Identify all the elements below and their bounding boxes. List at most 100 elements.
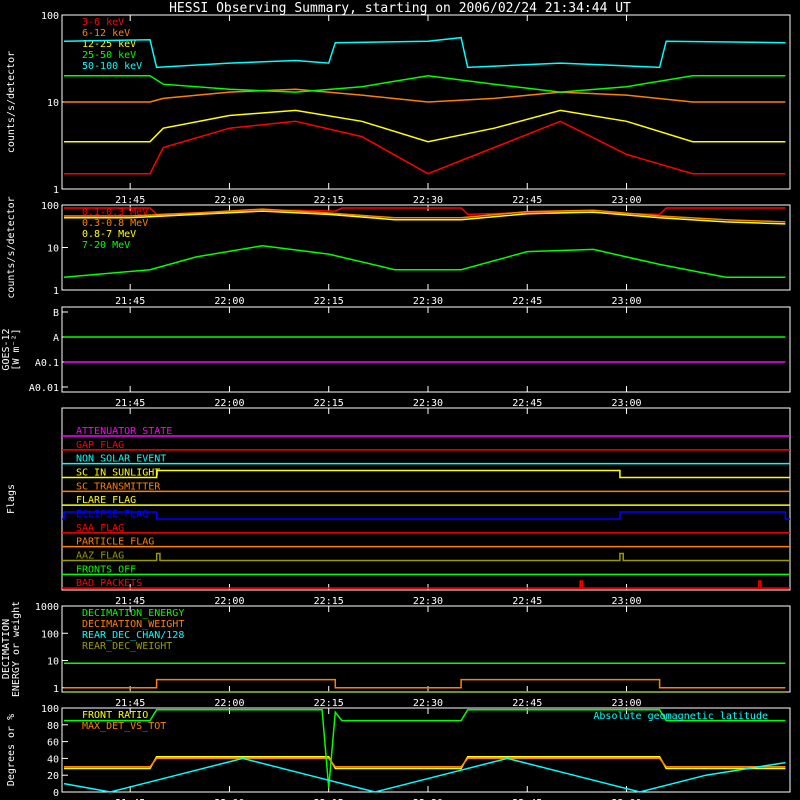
low_energy-series-1 [64, 88, 786, 103]
goes-ytick-label: A0.1 [35, 358, 59, 369]
flags-xtick-label: 22:15 [314, 596, 344, 607]
low_energy-series-2 [64, 109, 786, 143]
ratios-ytick-label: 20 [47, 771, 59, 782]
ratios-legend-0: FRONT_RATIO [82, 710, 148, 721]
high_energy-xtick-label: 22:15 [314, 296, 344, 307]
goes-xtick-label: 22:15 [314, 398, 344, 409]
low_energy-ytick-label: 10 [47, 98, 59, 109]
goes-ytick-label: A [53, 333, 59, 344]
decimation-ytick-label: 1000 [35, 602, 59, 613]
ratios-ytick-label: 100 [41, 704, 59, 715]
low_energy-ytick-label: 1 [53, 185, 59, 196]
low_energy-xtick-label: 22:30 [413, 195, 443, 206]
flag-line-3 [62, 469, 790, 479]
high_energy-xtick-label: 23:00 [611, 296, 641, 307]
goes-ytick-label: A0.01 [29, 383, 59, 394]
flags-xtick-label: 22:30 [413, 596, 443, 607]
decimation-xtick-label: 22:15 [314, 698, 344, 709]
ratios-series-3 [63, 757, 786, 793]
ratios-xtick-label: 22:00 [214, 798, 244, 800]
ratios-ytick-label: 0 [53, 788, 59, 799]
high_energy-series-1 [64, 208, 786, 223]
flag-label-1: GAP_FLAG [76, 440, 124, 451]
flags-ylabel: Flags [6, 484, 17, 514]
ratios-ytick-label: 40 [47, 754, 59, 765]
ratios-ytick-label: 80 [47, 721, 59, 732]
goes-ylabel: GOES-12 [1, 328, 12, 370]
low_energy-legend-2: 12-25 keV [82, 39, 136, 50]
flags-xtick-label: 22:45 [512, 596, 542, 607]
decimation-ytick-label: 1 [53, 684, 59, 695]
decimation-ylabel: DECIMATION [1, 619, 12, 679]
low_energy-ylabel: counts/s/detector [6, 51, 17, 153]
goes-frame [61, 306, 791, 393]
high_energy-xtick-label: 21:45 [115, 296, 145, 307]
goes-xtick-label: 21:45 [115, 398, 145, 409]
low_energy-xtick-label: 22:00 [214, 195, 244, 206]
goes-xtick-label: 22:00 [214, 398, 244, 409]
decimation-ytick-label: 100 [41, 629, 59, 640]
low_energy-legend-3: 25-50 keV [82, 50, 136, 61]
low_energy-legend-1: 6-12 keV [82, 28, 130, 39]
high_energy-xtick-label: 22:30 [413, 296, 443, 307]
flag-line-9 [62, 552, 790, 562]
ratios-frame [61, 707, 791, 793]
flags-frame [61, 407, 791, 591]
high_energy-legend-2: 0.8-7 MeV [82, 229, 136, 240]
decimation-xtick-label: 22:30 [413, 698, 443, 709]
goes-xtick-label: 22:45 [512, 398, 542, 409]
low_energy-legend-0: 3-6 keV [82, 17, 124, 28]
goes-ytick-label: B [53, 308, 59, 319]
flag-label-10: FRONTS_OFF [76, 564, 136, 575]
high_energy-xtick-label: 22:45 [512, 296, 542, 307]
high_energy-series-2 [64, 210, 786, 225]
flag-label-4: SC_TRANSMITTER [76, 481, 161, 492]
decimation-legend-2: REAR_DEC_CHAN/128 [82, 630, 184, 641]
flag-label-5: FLARE_FLAG [76, 495, 136, 506]
decimation-xtick-label: 22:45 [512, 698, 542, 709]
flag-label-7: SAA_FLAG [76, 523, 124, 534]
ratios-xtick-label: 23:00 [611, 798, 641, 800]
low_energy-legend-4: 50-100 keV [82, 61, 142, 72]
decimation-ylabel: ENERGY or weight [11, 601, 22, 697]
decimation-legend-1: DECIMATION_WEIGHT [82, 619, 184, 630]
flag-label-8: PARTICLE_FLAG [76, 537, 154, 548]
chart-panels: 21:45 22:00 22:15 22:30 22:45 23:00 counts/s/d… [1, 11, 791, 800]
low_energy-xtick-label: 21:45 [115, 195, 145, 206]
high_energy-xtick-label: 22:00 [214, 296, 244, 307]
decimation-xtick-label: 23:00 [611, 698, 641, 709]
goes-xtick-label: 23:00 [611, 398, 641, 409]
goes-ylabel: [W m⁻²] [11, 328, 22, 370]
flag-label-0: ATTENUATOR_STATE [76, 426, 172, 437]
flag-label-9: AAZ_FLAG [76, 551, 124, 562]
flags-xtick-label: 23:00 [611, 596, 641, 607]
high_energy-series-3 [63, 244, 786, 278]
decimation-series-1 [64, 678, 786, 689]
high_energy-ytick-label: 1 [53, 286, 59, 297]
decimation-ytick-label: 10 [47, 657, 59, 668]
ratios-xtick-label: 22:15 [314, 798, 344, 800]
decimation-legend-3: REAR_DEC_WEIGHT [82, 641, 172, 652]
high_energy-ylabel: counts/s/detector [6, 196, 17, 298]
ratios-series-2 [64, 708, 786, 788]
flag-line-11 [62, 580, 790, 589]
high_energy-ytick-label: 10 [47, 244, 59, 255]
decimation-legend-0: DECIMATION_ENERGY [82, 608, 184, 619]
low_energy-ytick-label: 100 [41, 11, 59, 22]
ratios-ytick-label: 60 [47, 738, 59, 749]
flag-label-2: NON_SOLAR_EVENT [76, 454, 166, 465]
low_energy-series-4 [63, 36, 786, 69]
ratios-ylabel: Degrees or % [6, 714, 17, 786]
low_energy-xtick-label: 22:15 [314, 195, 344, 206]
high_energy-legend-0: 0.1-0.3 MeV [82, 207, 148, 218]
ratios-legend-1: MAX_DET_VS_TOT [82, 721, 166, 732]
goes-xtick-label: 22:30 [413, 398, 443, 409]
flag-line-6 [62, 511, 790, 520]
ratios-xtick-label: 21:45 [115, 798, 145, 800]
decimation-xtick-label: 22:00 [214, 698, 244, 709]
flags-xtick-label: 22:00 [214, 596, 244, 607]
ratios-annotation: Absolute geomagnetic latitude [593, 711, 768, 722]
flags-xtick-label: 21:45 [115, 596, 145, 607]
chart-title: HESSI Observing Summary, starting on 200… [169, 1, 631, 16]
